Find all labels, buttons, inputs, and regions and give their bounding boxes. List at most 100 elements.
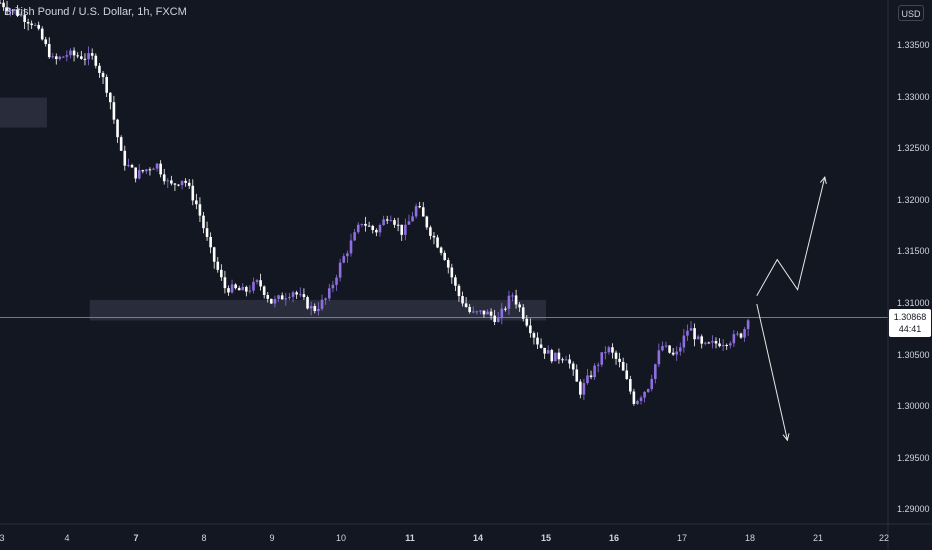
candle-body	[209, 236, 212, 248]
candle-body	[223, 277, 227, 289]
candle-body	[353, 232, 356, 241]
candle-body	[173, 183, 177, 185]
candle-body	[119, 137, 123, 151]
candle-body	[689, 328, 693, 331]
candle-body	[614, 352, 618, 359]
candle-body	[507, 295, 511, 309]
candle-body	[425, 216, 429, 228]
candle-body	[245, 286, 248, 292]
candle-body	[202, 215, 205, 229]
candle-body	[496, 317, 500, 322]
candle-body	[543, 347, 546, 354]
candle-body	[166, 180, 170, 182]
candle-body	[571, 363, 575, 370]
candle-body	[504, 308, 507, 310]
candle-body	[707, 342, 711, 344]
candle-body	[464, 303, 468, 307]
candle-body	[16, 9, 19, 16]
candle-body	[482, 310, 486, 315]
time-tick-label: 9	[269, 533, 275, 543]
candle-body	[568, 359, 571, 364]
time-tick-label: 16	[608, 533, 620, 543]
candle-body	[83, 58, 87, 60]
candle-body	[145, 169, 148, 172]
candle-body	[216, 261, 220, 270]
candle-body	[130, 164, 134, 168]
candle-body	[65, 55, 69, 57]
candle-body	[302, 294, 306, 298]
candle-body	[739, 333, 743, 338]
candle-body	[650, 378, 654, 390]
candle-body	[306, 297, 309, 309]
candle-body	[105, 77, 108, 93]
price-tick-label: 1.30000	[897, 401, 930, 412]
candle-body	[439, 247, 443, 253]
projection-up-arrow-head	[820, 175, 827, 185]
candle-body	[255, 280, 259, 282]
candle-body	[54, 56, 58, 60]
candle-body	[664, 345, 668, 347]
candle-body	[471, 311, 475, 313]
candle-body	[446, 260, 450, 268]
time-tick-label: 18	[744, 533, 756, 543]
candle-body	[625, 370, 629, 380]
zone-1[interactable]	[0, 97, 47, 128]
candle-body	[134, 167, 137, 179]
candle-body	[643, 391, 646, 398]
candle-body	[152, 168, 155, 170]
candle-body	[349, 240, 353, 254]
candle-body	[313, 305, 317, 312]
candle-body	[668, 345, 671, 353]
candle-body	[600, 352, 604, 365]
candle-body	[288, 296, 291, 299]
candle-body	[550, 350, 554, 362]
price-tick-label: 1.31000	[897, 298, 930, 308]
candle-body	[493, 315, 496, 322]
candle-body	[529, 325, 532, 334]
candle-body	[429, 227, 432, 236]
candle-body	[593, 365, 596, 378]
candle-body	[76, 55, 79, 57]
candle-body	[525, 318, 529, 326]
candle-body	[725, 344, 729, 346]
candle-body	[421, 207, 425, 217]
candle-body	[378, 225, 382, 233]
candle-body	[227, 288, 230, 293]
candle-body	[661, 346, 664, 351]
candle-body	[280, 295, 284, 300]
candle-body	[241, 286, 245, 291]
candle-body	[342, 256, 346, 263]
candle-body	[259, 280, 262, 287]
candle-body	[90, 53, 94, 56]
candle-body	[162, 174, 166, 182]
candle-body	[382, 219, 385, 226]
candle-body	[9, 9, 12, 11]
time-tick-label: 11	[405, 533, 415, 543]
candle-body	[191, 185, 195, 201]
candle-body	[116, 119, 119, 138]
candle-body	[682, 335, 686, 348]
candle-body	[69, 50, 72, 56]
time-tick-label: 21	[812, 533, 824, 543]
candle-body	[736, 333, 739, 335]
candle-body	[393, 220, 396, 225]
candle-body	[743, 329, 746, 338]
candle-body	[291, 292, 295, 297]
candle-body	[611, 347, 614, 353]
candle-body	[320, 299, 324, 309]
candle-body	[127, 164, 130, 166]
candle-body	[632, 391, 636, 404]
currency-selector[interactable]: USD	[898, 5, 924, 21]
candle-body	[141, 170, 145, 172]
projection-down-arrow-path[interactable]	[756, 303, 788, 441]
time-tick-label: 4	[64, 533, 70, 543]
candle-body	[654, 364, 657, 379]
candle-body	[184, 180, 187, 183]
time-tick-label: 8	[201, 533, 207, 543]
candle-body	[94, 55, 98, 66]
price-tick-label: 1.30500	[897, 349, 930, 360]
projection-up-arrow-path[interactable]	[756, 176, 826, 296]
candle-body	[237, 288, 241, 291]
